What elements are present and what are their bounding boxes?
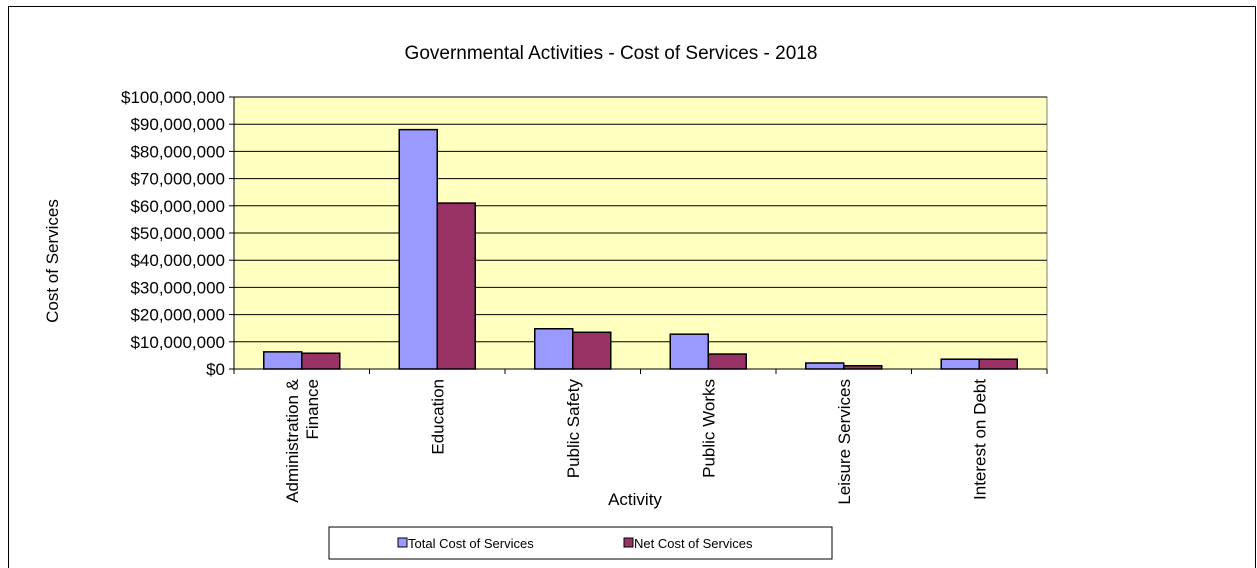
bar-net: [572, 331, 612, 370]
y-tick-label: $60,000,000: [130, 197, 225, 216]
y-tick-label: $10,000,000: [130, 333, 225, 352]
bar-total: [263, 351, 303, 370]
bar-total: [669, 333, 709, 370]
bar-net: [301, 352, 341, 370]
y-tick-label: $70,000,000: [130, 170, 225, 189]
legend-label: Net Cost of Services: [634, 536, 753, 551]
y-tick-label: $0: [206, 360, 225, 379]
x-tick-label: Interest on Debt: [970, 379, 989, 500]
x-tick-label: Education: [428, 379, 447, 455]
x-tick-label: Leisure Services: [835, 379, 854, 505]
chart-title: Governmental Activities - Cost of Servic…: [405, 43, 818, 64]
y-axis-label: Cost of Services: [43, 199, 62, 323]
x-axis-label: Activity: [608, 490, 662, 509]
chart-frame: [8, 6, 1256, 568]
bar-net: [843, 364, 883, 370]
y-tick-label: $80,000,000: [130, 142, 225, 161]
bar-net: [978, 358, 1018, 370]
legend-box: [328, 526, 833, 560]
legend-swatch: [397, 537, 408, 548]
y-tick-label: $30,000,000: [130, 278, 225, 297]
bar-total: [940, 358, 980, 370]
bar-total: [398, 128, 438, 370]
y-tick-label: $40,000,000: [130, 251, 225, 270]
x-tick-label: Administration &: [283, 378, 302, 502]
x-tick-label: Public Safety: [564, 379, 583, 479]
legend-label: Total Cost of Services: [408, 536, 534, 551]
bar-net: [436, 202, 476, 370]
y-tick-label: $100,000,000: [121, 88, 225, 107]
bar-net: [707, 353, 747, 370]
y-tick-label: $50,000,000: [130, 224, 225, 243]
y-tick-label: $20,000,000: [130, 306, 225, 325]
x-tick-label: Public Works: [699, 379, 718, 478]
x-tick-label: Finance: [303, 379, 322, 439]
bar-total: [805, 362, 845, 370]
bar-total: [534, 327, 574, 370]
legend-swatch: [623, 537, 634, 548]
y-tick-label: $90,000,000: [130, 115, 225, 134]
